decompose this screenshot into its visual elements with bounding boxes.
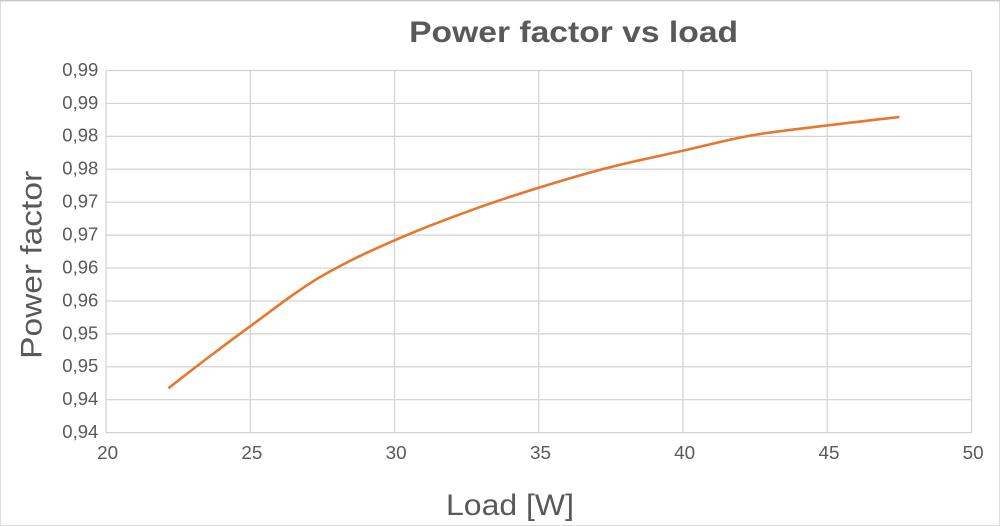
svg-text:Power factor: Power factor (16, 171, 49, 359)
svg-text:45: 45 (819, 443, 840, 463)
svg-text:0,95: 0,95 (62, 356, 98, 376)
svg-text:Load [W]: Load [W] (446, 489, 574, 522)
svg-text:0,96: 0,96 (62, 290, 98, 310)
svg-text:40: 40 (674, 443, 695, 463)
svg-text:Power factor vs load: Power factor vs load (409, 16, 738, 49)
svg-text:0,94: 0,94 (62, 422, 98, 442)
svg-text:50: 50 (963, 443, 984, 463)
svg-text:0,99: 0,99 (62, 93, 98, 113)
svg-text:0,95: 0,95 (62, 323, 98, 343)
svg-text:20: 20 (97, 443, 118, 463)
svg-text:25: 25 (241, 443, 262, 463)
svg-text:0,99: 0,99 (62, 60, 98, 80)
svg-text:0,97: 0,97 (62, 225, 98, 245)
svg-text:0,98: 0,98 (62, 126, 98, 146)
svg-text:0,98: 0,98 (62, 159, 98, 179)
svg-text:0,96: 0,96 (62, 257, 98, 277)
svg-text:35: 35 (530, 443, 551, 463)
svg-text:0,94: 0,94 (62, 389, 98, 409)
svg-text:0,97: 0,97 (62, 192, 98, 212)
svg-text:30: 30 (386, 443, 407, 463)
